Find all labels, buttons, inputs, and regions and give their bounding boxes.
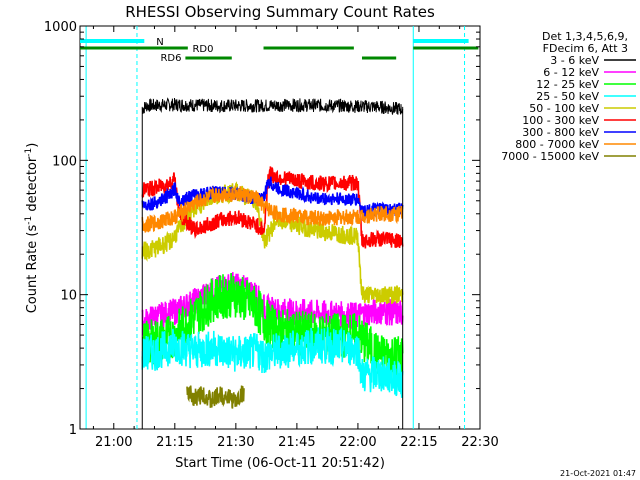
legend-entry-label: 12 - 25 keV bbox=[536, 78, 599, 91]
legend-entry-label: 25 - 50 keV bbox=[536, 90, 599, 103]
y-axis-label-end: ) bbox=[25, 143, 40, 148]
x-tick-label: 22:15 bbox=[400, 435, 437, 450]
series-line bbox=[141, 97, 404, 115]
series-line bbox=[141, 272, 404, 378]
x-tick-label: 21:45 bbox=[278, 435, 315, 450]
legend-entry-label: 7000 - 15000 keV bbox=[501, 150, 599, 163]
x-tick-label: 21:15 bbox=[156, 435, 193, 450]
y-axis-label: Count Rate (s-1 detector-1) bbox=[24, 143, 40, 314]
y-tick-label: 1000 bbox=[44, 20, 77, 35]
chart-title: RHESSI Observing Summary Count Rates bbox=[125, 3, 435, 21]
legend-entry-label: 800 - 7000 keV bbox=[515, 138, 599, 151]
legend-entry-label: 50 - 100 keV bbox=[529, 102, 599, 115]
y-tick-label: 1 bbox=[69, 423, 77, 438]
legend-entry-label: 100 - 300 keV bbox=[522, 114, 599, 127]
series-line bbox=[141, 185, 404, 233]
legend-entry-label: 3 - 6 keV bbox=[550, 54, 599, 67]
legend-header-line: Det 1,3,4,5,6,9, bbox=[542, 30, 628, 43]
legend-header-line: FDecim 6, Att 3 bbox=[543, 42, 628, 55]
axes: 21:00 21:15 21:30 21:45 22:00 22:15 22:30 1 10 10… bbox=[44, 20, 499, 450]
plot-frame bbox=[79, 25, 481, 430]
y-axis-label-mid: detector bbox=[25, 156, 40, 216]
legend: Det 1,3,4,5,6,9,FDecim 6, Att 33 - 6 keV… bbox=[501, 30, 636, 163]
y-axis-label-sup2: -1 bbox=[24, 148, 34, 157]
count-rate-series bbox=[141, 97, 404, 429]
x-tick-label: 22:00 bbox=[339, 435, 376, 450]
legend-entry-label: 6 - 12 keV bbox=[543, 66, 599, 79]
rd0-flag-label: RD0 bbox=[192, 44, 213, 55]
series-line bbox=[141, 327, 404, 398]
series-line bbox=[141, 166, 404, 249]
y-tick-label: 100 bbox=[52, 154, 77, 169]
x-tick-label: 21:00 bbox=[95, 435, 132, 450]
series-line bbox=[141, 176, 404, 219]
series-line bbox=[141, 181, 404, 305]
footer-date: 21-Oct-2021 01:47 bbox=[560, 469, 636, 478]
night-flag-label: N bbox=[156, 37, 163, 48]
y-tick-label: 10 bbox=[60, 289, 77, 304]
x-tick-label: 22:30 bbox=[461, 435, 498, 450]
legend-entry-label: 300 - 800 keV bbox=[522, 126, 599, 139]
x-axis-label: Start Time (06-Oct-11 20:51:42) bbox=[175, 456, 385, 471]
instrument-flags: N RD0 RD6 bbox=[80, 26, 479, 429]
x-tick-label: 21:30 bbox=[217, 435, 254, 450]
y-axis-label-main: Count Rate (s bbox=[25, 225, 40, 314]
rd6-flag-label: RD6 bbox=[160, 53, 181, 64]
series-line bbox=[186, 385, 245, 409]
y-axis-label-sup1: -1 bbox=[24, 216, 34, 225]
